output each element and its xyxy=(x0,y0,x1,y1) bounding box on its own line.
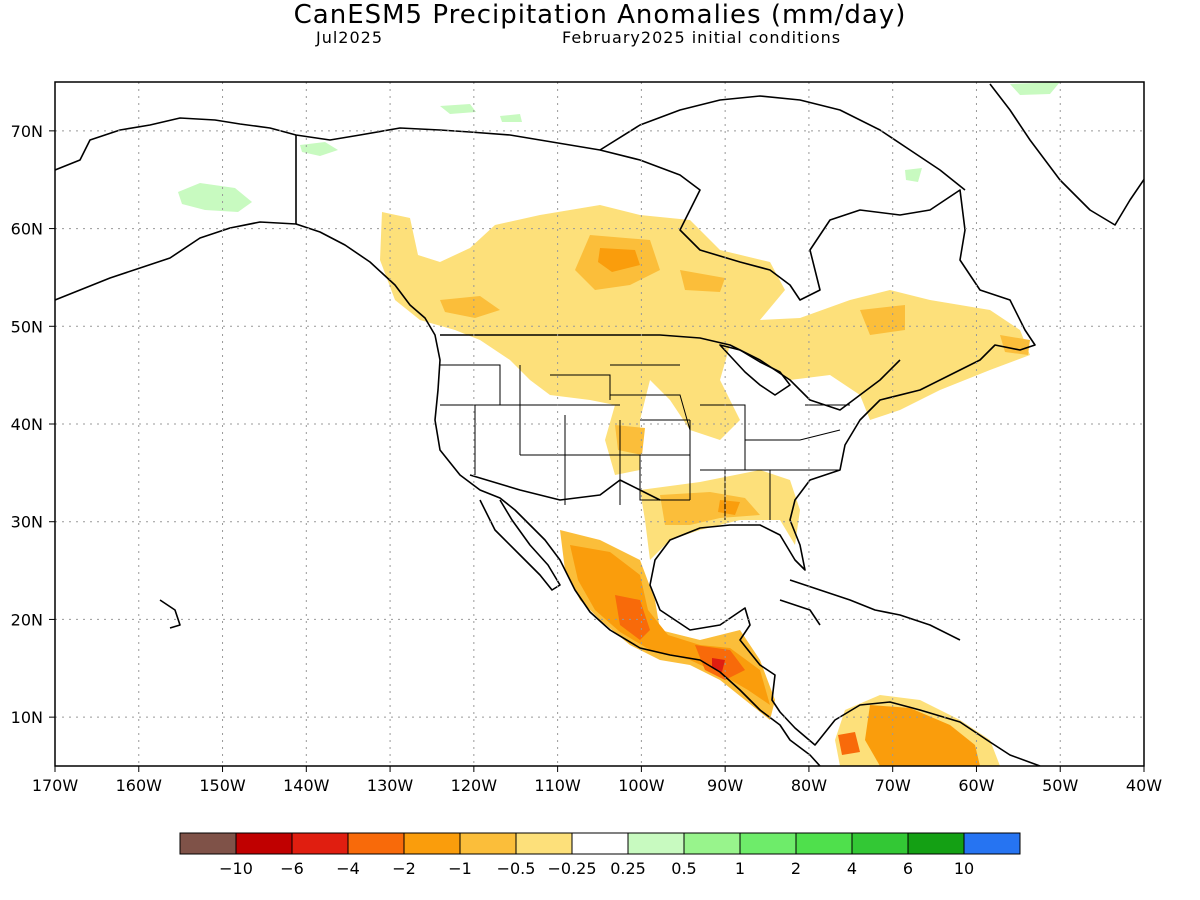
legend-swatch xyxy=(627,832,685,855)
legend-swatch xyxy=(515,832,573,855)
init-conditions-label: February2025 initial conditions xyxy=(562,28,842,47)
legend-swatch xyxy=(459,832,517,855)
map-gridlines xyxy=(55,82,1144,766)
y-tick-label: 30N xyxy=(11,513,43,532)
state-borders xyxy=(440,364,850,520)
x-tick-label: 70W xyxy=(875,776,911,795)
legend-swatch xyxy=(795,832,853,855)
legend-label: −4 xyxy=(336,859,360,878)
y-tick-label: 20N xyxy=(11,610,43,629)
legend-swatch xyxy=(963,832,1021,855)
legend-label: −6 xyxy=(280,859,304,878)
x-tick-label: 40W xyxy=(1126,776,1162,795)
y-tick-label: 70N xyxy=(11,122,43,141)
legend-swatch xyxy=(851,832,909,855)
legend-label: 6 xyxy=(903,859,913,878)
x-tick-label: 110W xyxy=(534,776,581,795)
legend-swatch xyxy=(235,832,293,855)
legend-label: 1 xyxy=(735,859,745,878)
legend-swatch xyxy=(907,832,965,855)
x-tick-label: 140W xyxy=(283,776,330,795)
legend-label: 4 xyxy=(847,859,857,878)
legend-swatch xyxy=(347,832,405,855)
y-tick-label: 50N xyxy=(11,317,43,336)
legend-swatch xyxy=(291,832,349,855)
valid-month-label: Jul2025 xyxy=(316,28,384,47)
x-tick-label: 170W xyxy=(32,776,79,795)
legend-swatch xyxy=(571,832,629,855)
x-tick-label: 130W xyxy=(367,776,414,795)
x-tick-label: 100W xyxy=(618,776,665,795)
anomaly-shading xyxy=(178,82,1060,766)
axis-ticks: 170W 160W 150W 140W 130W 120W 110W 100W 90W 80W 70… xyxy=(11,122,1163,795)
legend-label: 0.5 xyxy=(671,859,696,878)
legend-swatch xyxy=(739,832,797,855)
y-tick-label: 10N xyxy=(11,708,43,727)
legend-swatch xyxy=(179,832,237,855)
legend-label: −1 xyxy=(448,859,472,878)
x-tick-label: 160W xyxy=(116,776,163,795)
chart-title: CanESM5 Precipitation Anomalies (mm/day) xyxy=(293,0,907,30)
x-tick-label: 60W xyxy=(958,776,994,795)
x-tick-label: 50W xyxy=(1042,776,1078,795)
x-tick-label: 120W xyxy=(451,776,498,795)
legend-label: −0.5 xyxy=(497,859,536,878)
x-tick-label: 150W xyxy=(199,776,246,795)
color-legend: −10 −6 −4 −2 −1 −0.5 −0.25 0.25 0.5 1 2 4 6 10 xyxy=(179,832,1021,878)
coastlines xyxy=(55,83,1144,766)
legend-label: 10 xyxy=(954,859,974,878)
legend-label: 0.25 xyxy=(610,859,646,878)
legend-label: 2 xyxy=(791,859,801,878)
x-tick-label: 90W xyxy=(707,776,743,795)
legend-label: −10 xyxy=(219,859,253,878)
map-plot-area xyxy=(55,82,1144,766)
legend-label: −2 xyxy=(392,859,416,878)
y-tick-label: 60N xyxy=(11,220,43,239)
y-tick-label: 40N xyxy=(11,415,43,434)
x-tick-label: 80W xyxy=(791,776,827,795)
legend-swatch xyxy=(403,832,461,855)
legend-label: −0.25 xyxy=(547,859,596,878)
legend-swatch xyxy=(683,832,741,855)
